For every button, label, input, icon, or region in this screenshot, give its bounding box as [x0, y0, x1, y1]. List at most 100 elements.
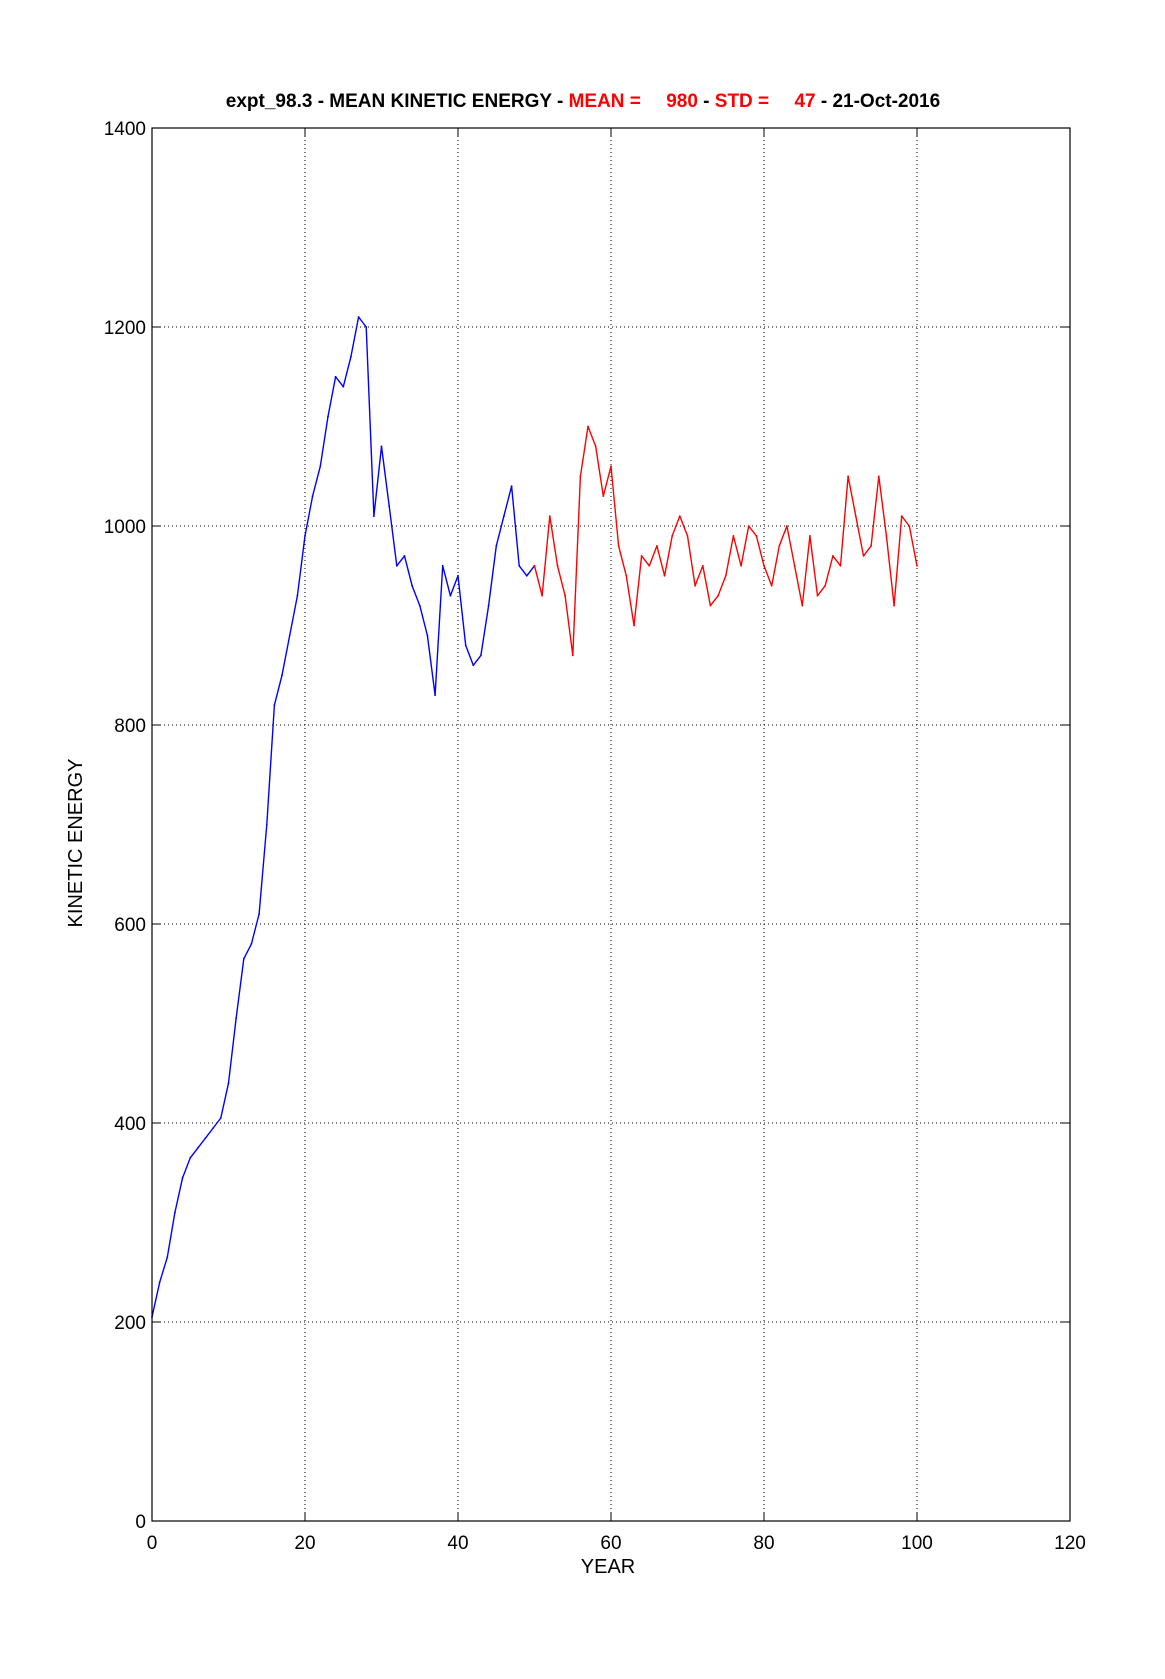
y-tick-label: 1000 — [104, 517, 146, 538]
series-2-point — [732, 535, 735, 537]
series-1-point — [258, 913, 260, 915]
title-std-value: 47 — [794, 91, 815, 112]
series-1-point — [281, 674, 283, 677]
series-1-point — [327, 415, 329, 418]
title-prefix: expt_98.3 - MEAN KINETIC ENERGY - — [226, 91, 569, 112]
series-1-point — [304, 535, 306, 537]
series-1-point — [426, 634, 429, 637]
series-1-point — [296, 594, 299, 597]
series-1-point — [227, 1082, 230, 1085]
series-2-point — [809, 535, 811, 537]
series-1-point — [189, 1156, 192, 1159]
series-2-point — [747, 525, 750, 527]
series-2-point — [587, 425, 589, 428]
tick-marks — [151, 127, 1071, 1522]
series-1-point — [503, 515, 505, 517]
series-2-point — [594, 445, 597, 448]
series-1-point — [418, 604, 421, 607]
y-tick-label: 800 — [114, 716, 146, 737]
series-2-point — [656, 545, 658, 547]
series-1-point — [288, 634, 291, 637]
series-1-point — [480, 654, 482, 657]
title-separator: - — [703, 91, 715, 112]
series-1-point — [342, 385, 345, 388]
y-axis-label: KINETIC ENERGY — [65, 759, 87, 928]
series-2-point — [541, 594, 543, 597]
title-suffix: - 21-Oct-2016 — [821, 91, 940, 112]
series-2-point — [625, 574, 628, 577]
series-2-point — [793, 564, 796, 567]
series-2-point — [824, 584, 827, 587]
series-2-point — [900, 515, 903, 517]
series-2-point — [579, 475, 582, 478]
series-2-point — [740, 564, 742, 567]
y-tick-label: 600 — [114, 915, 146, 936]
series-1-point — [174, 1211, 176, 1214]
series-2-point — [648, 564, 651, 567]
y-tick-label: 200 — [114, 1313, 146, 1334]
series-2-point — [663, 574, 666, 577]
series-1-point — [411, 584, 413, 587]
series-2-point — [533, 564, 536, 567]
series-2-point — [701, 564, 704, 567]
series-2-point — [694, 584, 696, 587]
y-tick-label: 1200 — [104, 318, 146, 339]
series-1-point — [434, 694, 436, 696]
x-tick-label: 40 — [447, 1533, 468, 1554]
chart-title: expt_98.3 - MEAN KINETIC ENERGY - MEAN =… — [226, 91, 940, 112]
series-1-point — [495, 545, 498, 547]
series-1-point — [319, 465, 322, 468]
x-tick-label: 60 — [600, 1533, 621, 1554]
series-2-point — [724, 574, 727, 577]
series-2-point — [877, 475, 880, 478]
series-2-point — [801, 604, 804, 607]
series-1-point — [197, 1147, 199, 1149]
series-2-point — [786, 525, 788, 527]
series-1-point — [334, 375, 337, 378]
series-1-point — [365, 326, 368, 328]
series-1-point — [395, 564, 398, 567]
series-1-point — [487, 604, 490, 607]
x-tick-label: 20 — [294, 1533, 315, 1554]
series-1-point — [472, 664, 475, 667]
series-1-point — [510, 485, 513, 488]
series-1-point — [464, 644, 467, 647]
series-1-point — [403, 555, 406, 557]
series-layer — [151, 316, 918, 1318]
series-2-point — [908, 525, 911, 527]
series-2-point — [678, 515, 681, 517]
series-1-point — [457, 574, 459, 577]
series-1-point — [273, 704, 276, 706]
y-tick-label: 400 — [114, 1114, 146, 1135]
series-2-point — [916, 564, 918, 567]
x-axis-label: YEAR — [581, 1556, 635, 1578]
series-2-point — [847, 475, 849, 478]
series-1-point — [380, 445, 383, 448]
series-2-point — [602, 495, 605, 497]
series-2-point — [885, 535, 888, 537]
series-2-point — [564, 594, 566, 597]
x-tick-label: 100 — [901, 1533, 933, 1554]
series-1-point — [204, 1137, 207, 1139]
series-2-point — [839, 564, 842, 567]
series-2-point — [633, 624, 635, 627]
series-2-point — [556, 564, 559, 567]
series-1-point — [265, 823, 268, 826]
series-2-point — [763, 564, 765, 567]
series-1-point — [311, 495, 314, 497]
series-1-point — [525, 574, 528, 577]
series-1-point — [250, 943, 253, 945]
x-tick-label: 0 — [147, 1533, 158, 1554]
series-1-point — [166, 1256, 169, 1259]
series-1-point — [158, 1281, 161, 1284]
series-2-point — [778, 545, 781, 547]
series-2-point — [862, 555, 865, 557]
series-2-point — [671, 535, 674, 537]
series-2-point — [617, 545, 620, 547]
series-2-point — [755, 535, 758, 537]
x-tick-label: 80 — [753, 1533, 774, 1554]
series-2-point — [893, 604, 895, 607]
